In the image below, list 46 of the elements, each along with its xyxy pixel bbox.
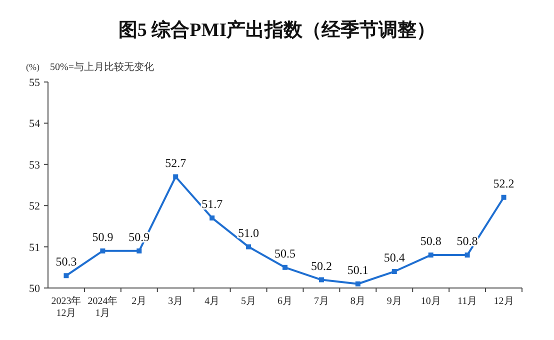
x-tick-label: 2024年 1月 <box>88 295 118 319</box>
point <box>355 281 360 286</box>
point <box>392 269 397 274</box>
x-tick-label: 12月 <box>494 296 514 307</box>
data-label: 50.8 <box>420 234 442 248</box>
data-label: 50.4 <box>384 250 405 265</box>
point <box>246 244 252 250</box>
x-tick-label: 7月 <box>314 296 329 307</box>
chart-title: 图5 综合PMI产出指数（经季节调整） <box>118 19 436 41</box>
x-tick-label: 2023年 12月 <box>51 295 82 319</box>
y-tick-label: 54 <box>29 118 40 130</box>
point <box>428 252 434 258</box>
point <box>501 194 506 200</box>
data-label: 51.7 <box>202 196 223 211</box>
data-label: 52.2 <box>493 176 514 190</box>
x-tick-label: 10月 <box>420 296 441 307</box>
text: 50%=与上月比较无变化 <box>50 61 154 73</box>
data-label: 52.7 <box>165 156 186 170</box>
point <box>173 174 178 180</box>
y-tick-label: 55 <box>29 77 40 89</box>
data-label: 50.1 <box>347 262 368 277</box>
point <box>210 215 215 220</box>
y-tick-label: 51 <box>29 242 40 254</box>
x-tick-label: 2月 <box>132 296 147 307</box>
point <box>64 273 69 278</box>
x-tick-label: 9月 <box>386 296 402 307</box>
point <box>282 264 288 270</box>
x-tick-label: 6月 <box>278 296 292 307</box>
data-label: 50.3 <box>56 254 77 269</box>
y-tick-label: 53 <box>29 159 40 172</box>
point <box>100 248 106 254</box>
x-tick-label: 3月 <box>168 296 184 307</box>
data-label: 50.5 <box>274 246 296 260</box>
x-tick-label: 8月 <box>350 296 366 307</box>
x-tick-label: 5月 <box>241 296 256 307</box>
data-label: 51.0 <box>238 226 260 240</box>
x-tick-label: 4月 <box>204 296 220 307</box>
y-tick-label: 50 <box>29 283 40 295</box>
data-label: 50.2 <box>310 258 332 273</box>
data-label: 50.9 <box>92 230 114 244</box>
x-tick-label: 11月 <box>457 296 478 307</box>
y-axis-title: (%) <box>26 62 40 72</box>
point <box>136 248 142 254</box>
point <box>318 277 324 282</box>
point <box>464 252 470 258</box>
y-tick-label: 52 <box>29 200 40 213</box>
